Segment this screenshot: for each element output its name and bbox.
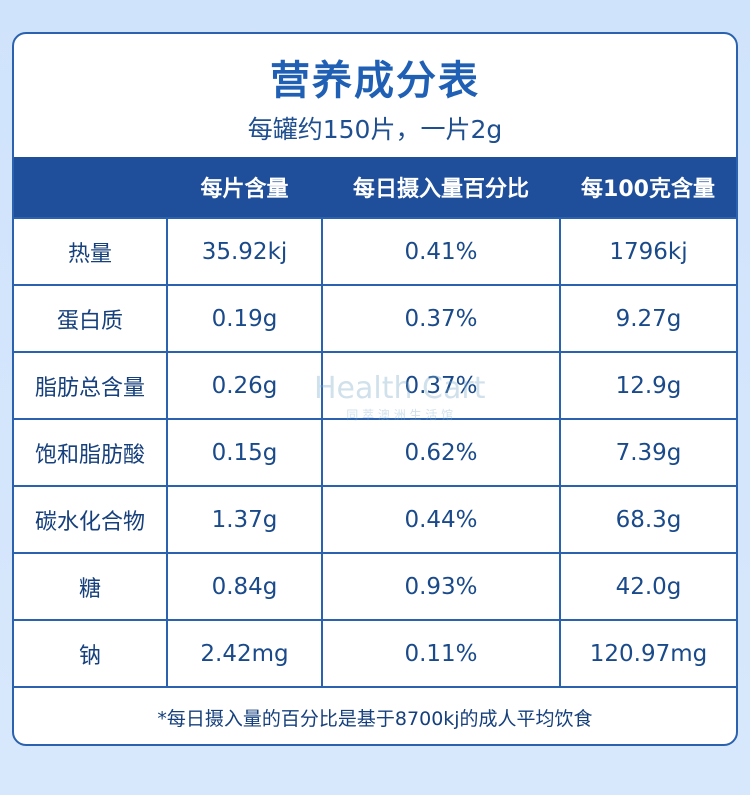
row-label: 糖 xyxy=(14,552,168,621)
card: 营养成分表 每罐约150片，一片2g 每片含量 每日摄入量百分比 每100克含量 热… xyxy=(12,32,738,746)
column-header: 每片含量 xyxy=(167,157,322,218)
cell: 0.26g xyxy=(166,351,323,420)
row-label: 热量 xyxy=(14,217,168,286)
table-row: 蛋白质 0.19g 0.37% 9.27g xyxy=(14,284,736,353)
watermark-brand: Health Cart xyxy=(314,371,486,406)
table-row: 糖 0.84g 0.93% 42.0g xyxy=(14,552,736,621)
cell: 0.62% xyxy=(321,418,561,487)
title: 营养成分表 xyxy=(270,58,480,104)
row-label: 蛋白质 xyxy=(14,284,168,353)
row-label: 碳水化合物 xyxy=(14,485,168,554)
header-cell xyxy=(14,157,167,218)
column-header: 每100克含量 xyxy=(560,157,736,218)
cell: 0.41% xyxy=(321,217,561,286)
watermark-sub: 同 萃 澳 洲 生 活 馆 xyxy=(346,408,454,422)
cell: 1796kj xyxy=(559,217,736,286)
cell: 0.84g xyxy=(166,552,323,621)
cell: 12.9g xyxy=(559,351,736,420)
cell: 0.19g xyxy=(166,284,323,353)
cell: 9.27g xyxy=(559,284,736,353)
table-row: 脂肪总含量 0.26g 0.37% 12.9g xyxy=(14,351,736,420)
cell: 1.37g xyxy=(166,485,323,554)
cell: 42.0g xyxy=(559,552,736,621)
row-label: 钠 xyxy=(14,619,168,688)
cell: 0.37% xyxy=(321,351,561,420)
row-label: 饱和脂肪酸 xyxy=(14,418,168,487)
cell: 0.44% xyxy=(321,485,561,554)
table-row: 钠 2.42mg 0.11% 120.97mg xyxy=(14,619,736,688)
table-row: 热量 35.92kj 0.41% 1796kj xyxy=(14,217,736,286)
cell: 7.39g xyxy=(559,418,736,487)
subtitle: 每罐约150片，一片2g xyxy=(247,115,503,144)
header-row: 每片含量 每日摄入量百分比 每100克含量 xyxy=(14,157,736,218)
footnote: *每日摄入量的百分比是基于8700kj的成人平均饮食 xyxy=(157,708,593,730)
cell: 0.93% xyxy=(321,552,561,621)
cell: 0.11% xyxy=(321,619,561,688)
table-row: 碳水化合物 1.37g 0.44% 68.3g xyxy=(14,485,736,554)
nutrition-table: 每片含量 每日摄入量百分比 每100克含量 热量 35.92kj 0.41% 1796kj… xyxy=(14,157,736,688)
cell: 68.3g xyxy=(559,485,736,554)
cell: 0.37% xyxy=(321,284,561,353)
row-label: 脂肪总含量 xyxy=(14,351,168,420)
cell: 2.42mg xyxy=(166,619,323,688)
cell: 35.92kj xyxy=(166,217,323,286)
table-row: 饱和脂肪酸 0.15g 0.62% 7.39g xyxy=(14,418,736,487)
watermark: Health Cart 同 萃 澳 洲 生 活 馆 xyxy=(314,371,485,423)
cell: 120.97mg xyxy=(559,619,736,688)
column-header: 每日摄入量百分比 xyxy=(322,157,560,218)
cell: 0.15g xyxy=(166,418,323,487)
